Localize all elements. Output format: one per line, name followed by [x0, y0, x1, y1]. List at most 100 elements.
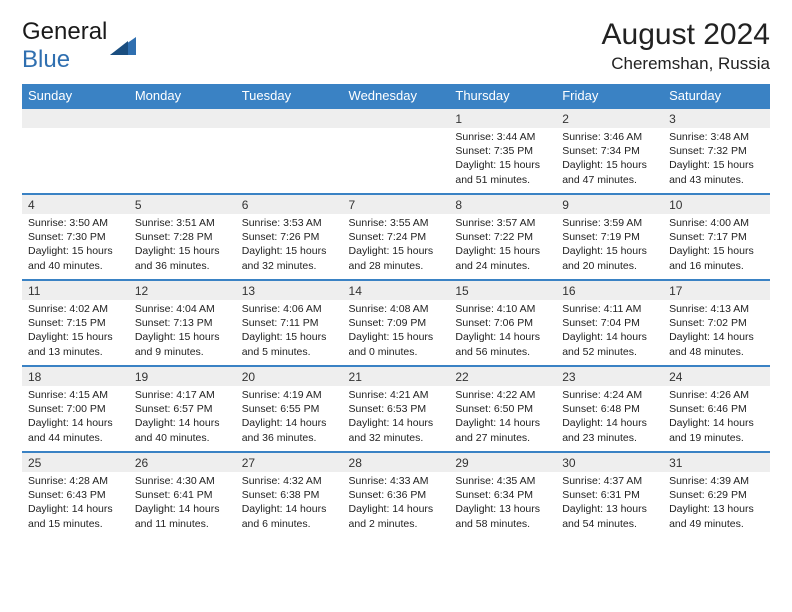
day-header: Saturday: [663, 84, 770, 108]
day-detail-cell: Sunrise: 4:04 AMSunset: 7:13 PMDaylight:…: [129, 300, 236, 366]
day-detail-cell: Sunrise: 4:10 AMSunset: 7:06 PMDaylight:…: [449, 300, 556, 366]
day-detail-cell: Sunrise: 4:28 AMSunset: 6:43 PMDaylight:…: [22, 472, 129, 538]
day-number-cell: 13: [236, 280, 343, 300]
day-header: Wednesday: [343, 84, 450, 108]
day-number-cell: 22: [449, 366, 556, 386]
daynum-row: 11121314151617: [22, 280, 770, 300]
day-detail-cell: [343, 128, 450, 194]
day-detail-cell: Sunrise: 4:02 AMSunset: 7:15 PMDaylight:…: [22, 300, 129, 366]
day-detail-cell: Sunrise: 3:46 AMSunset: 7:34 PMDaylight:…: [556, 128, 663, 194]
day-detail-cell: Sunrise: 3:48 AMSunset: 7:32 PMDaylight:…: [663, 128, 770, 194]
triangle-icon: [110, 33, 136, 60]
day-number-cell: 7: [343, 194, 450, 214]
logo-text: General Blue: [22, 18, 107, 74]
daynum-row: 25262728293031: [22, 452, 770, 472]
calendar-page: General Blue August 2024 Cheremshan, Rus…: [0, 0, 792, 548]
day-number-cell: 28: [343, 452, 450, 472]
day-number-cell: 17: [663, 280, 770, 300]
day-number-cell: 11: [22, 280, 129, 300]
day-number-cell: 31: [663, 452, 770, 472]
day-number-cell: [343, 108, 450, 128]
day-number-cell: 18: [22, 366, 129, 386]
day-detail-cell: Sunrise: 4:21 AMSunset: 6:53 PMDaylight:…: [343, 386, 450, 452]
day-number-cell: 29: [449, 452, 556, 472]
day-number-cell: [129, 108, 236, 128]
day-detail-cell: [236, 128, 343, 194]
calendar-body: 123 Sunrise: 3:44 AMSunset: 7:35 PMDayli…: [22, 108, 770, 538]
title-block: August 2024 Cheremshan, Russia: [602, 18, 770, 74]
day-detail-cell: Sunrise: 3:57 AMSunset: 7:22 PMDaylight:…: [449, 214, 556, 280]
day-detail-cell: Sunrise: 4:30 AMSunset: 6:41 PMDaylight:…: [129, 472, 236, 538]
day-number-cell: 19: [129, 366, 236, 386]
calendar-table: SundayMondayTuesdayWednesdayThursdayFrid…: [22, 84, 770, 538]
day-detail-cell: Sunrise: 3:51 AMSunset: 7:28 PMDaylight:…: [129, 214, 236, 280]
day-detail-cell: Sunrise: 4:19 AMSunset: 6:55 PMDaylight:…: [236, 386, 343, 452]
day-detail-cell: Sunrise: 3:50 AMSunset: 7:30 PMDaylight:…: [22, 214, 129, 280]
day-detail-cell: Sunrise: 4:15 AMSunset: 7:00 PMDaylight:…: [22, 386, 129, 452]
header: General Blue August 2024 Cheremshan, Rus…: [22, 18, 770, 74]
day-number-cell: [236, 108, 343, 128]
day-header: Sunday: [22, 84, 129, 108]
day-header: Friday: [556, 84, 663, 108]
day-detail-cell: [129, 128, 236, 194]
day-number-cell: 4: [22, 194, 129, 214]
day-number-cell: 30: [556, 452, 663, 472]
day-header: Thursday: [449, 84, 556, 108]
day-detail-cell: Sunrise: 4:22 AMSunset: 6:50 PMDaylight:…: [449, 386, 556, 452]
day-detail-cell: Sunrise: 4:39 AMSunset: 6:29 PMDaylight:…: [663, 472, 770, 538]
day-number-cell: 1: [449, 108, 556, 128]
day-detail-cell: Sunrise: 4:37 AMSunset: 6:31 PMDaylight:…: [556, 472, 663, 538]
detail-row: Sunrise: 4:02 AMSunset: 7:15 PMDaylight:…: [22, 300, 770, 366]
day-number-cell: [22, 108, 129, 128]
day-detail-cell: Sunrise: 4:13 AMSunset: 7:02 PMDaylight:…: [663, 300, 770, 366]
day-detail-cell: Sunrise: 4:00 AMSunset: 7:17 PMDaylight:…: [663, 214, 770, 280]
day-detail-cell: Sunrise: 3:44 AMSunset: 7:35 PMDaylight:…: [449, 128, 556, 194]
detail-row: Sunrise: 3:44 AMSunset: 7:35 PMDaylight:…: [22, 128, 770, 194]
daynum-row: 123: [22, 108, 770, 128]
day-number-cell: 21: [343, 366, 450, 386]
day-detail-cell: Sunrise: 4:32 AMSunset: 6:38 PMDaylight:…: [236, 472, 343, 538]
day-header: Tuesday: [236, 84, 343, 108]
detail-row: Sunrise: 4:15 AMSunset: 7:00 PMDaylight:…: [22, 386, 770, 452]
day-detail-cell: Sunrise: 4:26 AMSunset: 6:46 PMDaylight:…: [663, 386, 770, 452]
day-number-cell: 16: [556, 280, 663, 300]
day-number-cell: 24: [663, 366, 770, 386]
logo-text-part1: General: [22, 18, 107, 45]
page-title: August 2024: [602, 18, 770, 52]
day-number-cell: 3: [663, 108, 770, 128]
day-number-cell: 20: [236, 366, 343, 386]
day-number-cell: 14: [343, 280, 450, 300]
day-detail-cell: Sunrise: 4:17 AMSunset: 6:57 PMDaylight:…: [129, 386, 236, 452]
day-number-cell: 5: [129, 194, 236, 214]
day-number-cell: 8: [449, 194, 556, 214]
day-detail-cell: Sunrise: 3:53 AMSunset: 7:26 PMDaylight:…: [236, 214, 343, 280]
day-number-cell: 26: [129, 452, 236, 472]
page-subtitle: Cheremshan, Russia: [602, 54, 770, 74]
day-number-cell: 15: [449, 280, 556, 300]
day-number-cell: 12: [129, 280, 236, 300]
day-number-cell: 9: [556, 194, 663, 214]
day-number-cell: 2: [556, 108, 663, 128]
day-detail-cell: Sunrise: 4:06 AMSunset: 7:11 PMDaylight:…: [236, 300, 343, 366]
daynum-row: 18192021222324: [22, 366, 770, 386]
day-number-cell: 23: [556, 366, 663, 386]
day-detail-cell: Sunrise: 4:08 AMSunset: 7:09 PMDaylight:…: [343, 300, 450, 366]
day-number-cell: 10: [663, 194, 770, 214]
daynum-row: 45678910: [22, 194, 770, 214]
logo: General Blue: [22, 18, 136, 74]
day-detail-cell: [22, 128, 129, 194]
day-number-cell: 6: [236, 194, 343, 214]
detail-row: Sunrise: 3:50 AMSunset: 7:30 PMDaylight:…: [22, 214, 770, 280]
day-detail-cell: Sunrise: 4:24 AMSunset: 6:48 PMDaylight:…: [556, 386, 663, 452]
day-detail-cell: Sunrise: 3:59 AMSunset: 7:19 PMDaylight:…: [556, 214, 663, 280]
day-detail-cell: Sunrise: 4:11 AMSunset: 7:04 PMDaylight:…: [556, 300, 663, 366]
day-header-row: SundayMondayTuesdayWednesdayThursdayFrid…: [22, 84, 770, 108]
day-detail-cell: Sunrise: 3:55 AMSunset: 7:24 PMDaylight:…: [343, 214, 450, 280]
detail-row: Sunrise: 4:28 AMSunset: 6:43 PMDaylight:…: [22, 472, 770, 538]
day-header: Monday: [129, 84, 236, 108]
day-number-cell: 25: [22, 452, 129, 472]
day-detail-cell: Sunrise: 4:33 AMSunset: 6:36 PMDaylight:…: [343, 472, 450, 538]
day-detail-cell: Sunrise: 4:35 AMSunset: 6:34 PMDaylight:…: [449, 472, 556, 538]
day-number-cell: 27: [236, 452, 343, 472]
logo-text-part2: Blue: [22, 46, 70, 73]
